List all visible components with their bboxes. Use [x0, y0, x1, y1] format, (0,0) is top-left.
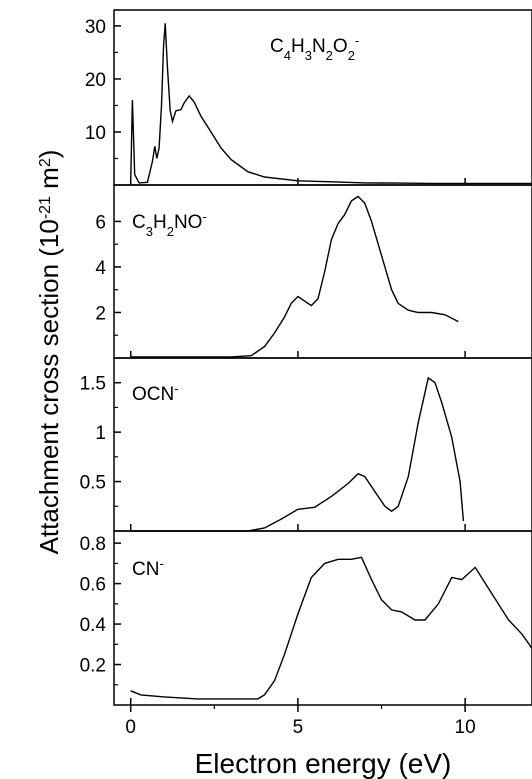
- y-tick-label: 30: [85, 17, 106, 38]
- panel-4: 0.2 0.4 0.6 0.8 CN-: [80, 530, 532, 706]
- panel-label: OCN-: [132, 381, 179, 406]
- x-axis-ticks: 0 5 10: [125, 705, 476, 738]
- y-tick-label: 0.6: [80, 575, 106, 596]
- series-line: [130, 195, 459, 358]
- y-tick-label: 2: [95, 303, 106, 324]
- y-axis-label-main: Attachment cross section (10: [34, 219, 64, 554]
- x-tick-label: 10: [455, 717, 476, 738]
- series-line: [130, 23, 532, 185]
- series-line: [130, 556, 532, 700]
- x-tick-label: 0: [125, 717, 136, 738]
- y-tick-label: 20: [85, 70, 106, 91]
- y-tick-label: 0.4: [80, 615, 107, 636]
- panel-2: 2 4 6 C3H2NO-: [95, 184, 532, 359]
- y-tick-label: 0.5: [80, 473, 106, 494]
- y-tick-label: 0.2: [80, 656, 106, 677]
- y-tick-label: 1: [95, 423, 106, 444]
- x-axis-label: Electron energy (eV): [195, 748, 452, 779]
- y-axis-label-exp: -21: [37, 196, 54, 219]
- y-axis-label-close: ): [34, 150, 64, 159]
- panel-frame: [113, 184, 532, 359]
- x-tick-label: 5: [293, 717, 304, 738]
- y-tick-label: 10: [85, 123, 106, 144]
- panel-label: C3H2NO-: [132, 209, 207, 239]
- panel-label: CN-: [132, 556, 164, 581]
- y-axis-label: Attachment cross section (10-21 m2): [34, 150, 64, 555]
- y-tick-label: 1.5: [80, 374, 106, 395]
- panel-frame: [113, 530, 532, 706]
- y-axis-label-unit: m: [34, 167, 64, 196]
- y-tick-label: 0.8: [80, 534, 106, 555]
- panel-3: 0.5 1 1.5 OCN-: [80, 357, 532, 532]
- y-axis-label-unit-exp: 2: [37, 158, 54, 167]
- series-line: [130, 376, 465, 532]
- panel-1: 10 20 30 C4H3N2O2-: [85, 9, 532, 186]
- y-tick-label: 4: [95, 258, 106, 279]
- y-tick-label: 6: [95, 212, 106, 233]
- panel-label: C4H3N2O2-: [270, 33, 359, 63]
